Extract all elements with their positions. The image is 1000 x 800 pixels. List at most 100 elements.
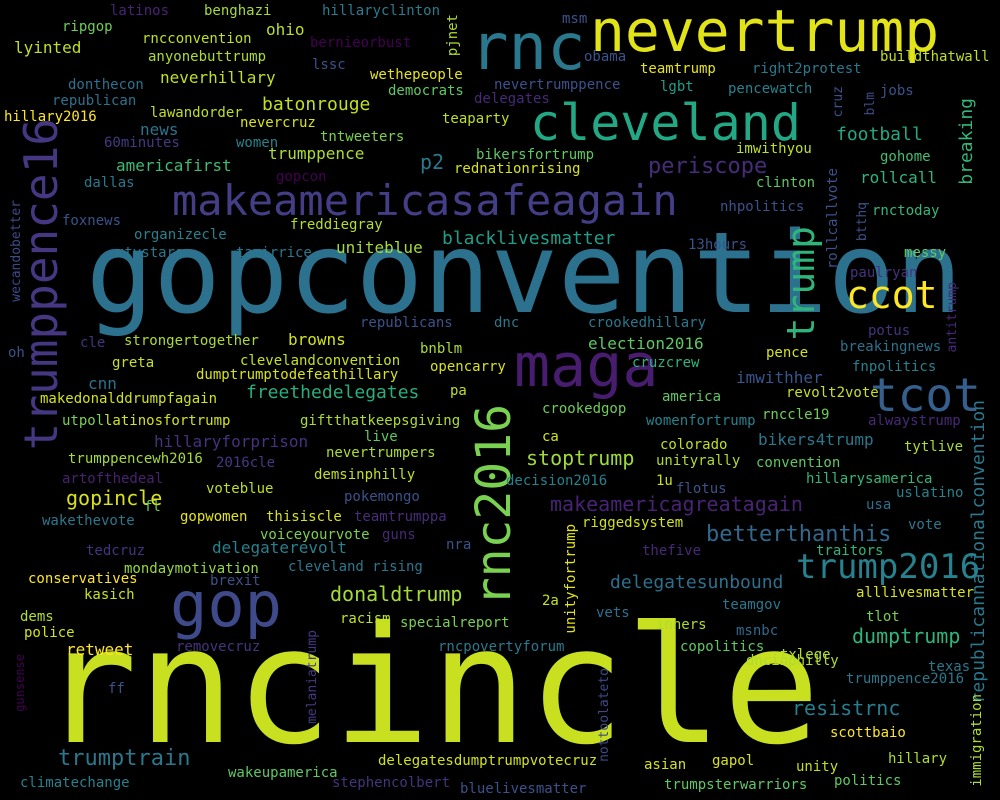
word: trumppencewh2016: [68, 451, 203, 467]
word: trumpsterwarriors: [664, 777, 808, 793]
word: paulryan: [850, 265, 918, 281]
word: rnc: [470, 11, 586, 85]
word: opencarry: [430, 359, 506, 375]
word: nhpolitics: [720, 199, 805, 215]
word: cnn: [88, 374, 117, 393]
word: demsinphilly: [314, 467, 416, 483]
word: rncpovertyforum: [438, 639, 565, 655]
word: wakethevote: [42, 513, 135, 529]
word: uniteblue: [336, 238, 423, 257]
word: txlege: [780, 647, 831, 663]
word: voiceyourvote: [260, 527, 370, 543]
word: uslatino: [896, 485, 964, 501]
word: alllivesmatter: [856, 585, 975, 601]
word: imwithyou: [736, 141, 812, 157]
word: football: [836, 124, 923, 145]
word: election2016: [588, 334, 704, 353]
word: news: [140, 120, 179, 139]
word: climatechange: [20, 775, 130, 791]
word: pokemongo: [344, 489, 420, 505]
word: makedonalddrumpfagain: [40, 391, 218, 407]
word: ohio: [266, 20, 305, 39]
word: jobs: [880, 83, 914, 99]
word: ff: [108, 681, 125, 697]
word: gapol: [712, 753, 755, 769]
word: kasich: [84, 587, 135, 603]
word: gopwomen: [180, 509, 248, 525]
word: hillaryclinton: [322, 3, 441, 19]
word: tedcruz: [86, 543, 146, 559]
word: convention: [756, 455, 841, 471]
word: foxnews: [62, 213, 122, 229]
word: btthq: [855, 202, 870, 242]
word: asian: [644, 757, 687, 773]
word: berniеorbust: [310, 35, 412, 51]
word: freddiegray: [290, 217, 383, 233]
word: delegatesunbound: [610, 572, 784, 593]
word: oh: [8, 345, 25, 361]
word: teamtrump: [640, 61, 716, 77]
word: tntweeters: [320, 129, 405, 145]
word: greta: [112, 355, 155, 371]
word: wethepeople: [370, 67, 463, 83]
word: nevertrump: [590, 0, 940, 65]
word: melaniatrump: [305, 630, 320, 724]
word: mondaymotivation: [124, 561, 259, 577]
word: bluelivesmatter: [460, 781, 587, 797]
word: ca: [542, 429, 559, 445]
word: guns: [382, 527, 416, 543]
word: bnblm: [420, 341, 463, 357]
word: rollcallvote: [825, 168, 841, 270]
word: traitors: [816, 543, 884, 559]
word: politics: [834, 773, 902, 789]
word: hillary2016: [4, 109, 97, 125]
word: giftthatkeepsgiving: [300, 413, 461, 429]
word: teamgov: [722, 597, 782, 613]
word: batonrouge: [262, 94, 371, 115]
word: betterthanthis: [706, 522, 892, 547]
word: stoptrump: [526, 446, 635, 470]
word: nevertrumpers: [326, 445, 436, 461]
word: cruzcrew: [632, 355, 700, 371]
word: colorado: [660, 437, 728, 453]
word: vote: [908, 517, 942, 533]
word: gunsense: [13, 654, 27, 712]
word: voteblue: [206, 481, 274, 497]
word: wakeupamerica: [228, 765, 338, 781]
word: removecruz: [176, 639, 261, 655]
word: stephencolbert: [332, 775, 451, 791]
word: dems: [20, 609, 54, 625]
word: cle: [80, 335, 106, 351]
word: pjnet: [445, 14, 461, 57]
word: teamtrumppa: [354, 509, 447, 525]
word: tcot: [870, 368, 981, 422]
word: revolt2vote: [786, 385, 879, 401]
word: donthecon: [68, 77, 144, 93]
word: texas: [928, 659, 971, 675]
word: pencewatch: [728, 81, 813, 97]
word: nevercruz: [240, 115, 316, 131]
word: usa: [866, 497, 892, 513]
word: democrats: [388, 83, 464, 99]
word: hillaryforprison: [154, 432, 309, 451]
word: gopincle: [66, 486, 163, 510]
word: cleveland: [530, 94, 801, 152]
word: fl: [144, 499, 161, 515]
word: resistrnc: [792, 696, 901, 720]
word: riggedsystem: [582, 515, 684, 531]
word: antitrump: [945, 282, 960, 353]
word: donaldtrump: [330, 582, 463, 606]
word: women: [236, 135, 279, 151]
word: thefive: [642, 543, 702, 559]
word: hillarysamerica: [806, 471, 933, 487]
word: msm: [562, 11, 588, 27]
word: gohome: [880, 149, 931, 165]
word: bikers4trump: [758, 430, 874, 449]
word: blm: [863, 92, 878, 116]
word: specialreport: [400, 615, 510, 631]
word: breaking: [956, 98, 977, 185]
word: periscope: [648, 154, 768, 179]
word: neverhillary: [160, 68, 276, 87]
word: republicans: [360, 315, 453, 331]
word: vets: [596, 605, 630, 621]
